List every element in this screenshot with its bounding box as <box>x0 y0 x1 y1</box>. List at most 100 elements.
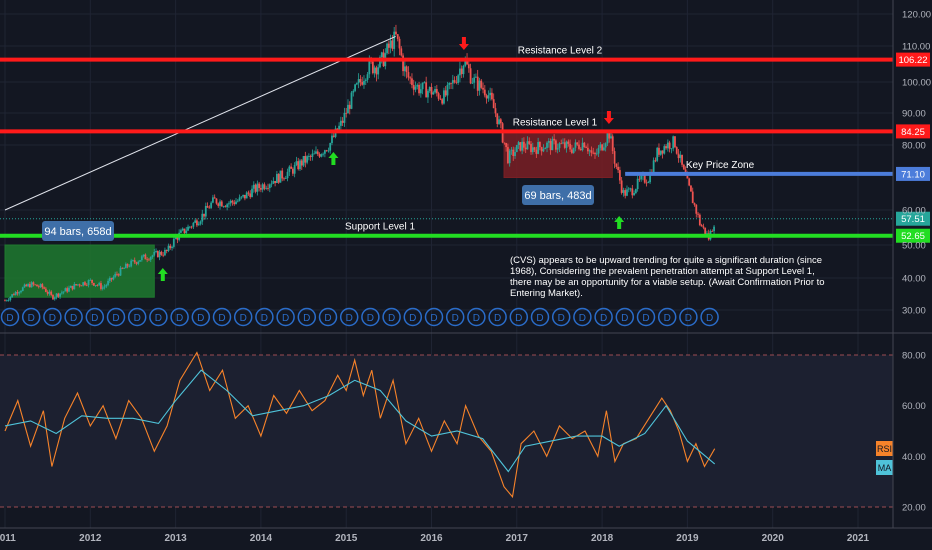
candle-body <box>293 164 296 174</box>
candle-body <box>350 92 353 109</box>
dividend-marker-icon[interactable] <box>43 307 62 327</box>
candle-body <box>491 92 493 100</box>
dividend-marker-icon[interactable] <box>64 307 83 327</box>
dividend-marker-icon[interactable] <box>127 307 147 327</box>
candle-body <box>451 80 454 84</box>
candle-body <box>576 142 579 145</box>
candle-body <box>565 141 568 148</box>
candle-body <box>343 112 346 123</box>
dividend-marker-icon[interactable] <box>233 307 253 327</box>
dividend-marker-label: D <box>240 313 247 324</box>
down-arrow-icon <box>603 111 614 124</box>
price-tag-text: 84.25 <box>901 127 925 138</box>
candle-body <box>268 184 271 189</box>
candle-body <box>46 291 49 294</box>
candle-body <box>624 190 627 196</box>
dividend-marker-icon[interactable] <box>106 307 126 327</box>
candle-body <box>563 142 566 148</box>
dividend-marker-icon[interactable] <box>424 307 444 327</box>
dividend-marker-icon[interactable] <box>657 307 677 327</box>
candle-body <box>507 147 509 164</box>
dividend-marker-icon[interactable] <box>85 307 105 327</box>
candle-body <box>626 189 628 196</box>
candle-body <box>9 296 12 300</box>
candle-body <box>615 163 618 167</box>
candle-body <box>590 150 593 153</box>
candle-body <box>414 86 417 90</box>
candle-body <box>535 149 538 154</box>
dividend-marker-icon[interactable] <box>0 307 20 327</box>
dividend-marker-icon[interactable] <box>445 307 465 327</box>
candle-body <box>585 147 588 148</box>
candle-body <box>75 284 77 286</box>
candle-body <box>391 40 394 49</box>
dividend-marker-icon[interactable] <box>530 307 550 327</box>
dividend-marker-icon[interactable] <box>170 307 189 327</box>
y-tick-label: 120.00 <box>902 10 931 21</box>
y-tick-label: 90.00 <box>902 109 926 120</box>
dividend-marker-icon[interactable] <box>276 307 295 327</box>
candle-body <box>66 288 69 292</box>
candle-body <box>98 283 101 286</box>
dividend-marker-icon[interactable] <box>488 307 507 327</box>
candle-body <box>654 160 657 162</box>
dividend-marker-icon[interactable] <box>361 307 380 327</box>
candle-body <box>34 284 37 286</box>
dividend-marker-icon[interactable] <box>551 307 571 327</box>
candle-body <box>261 184 264 190</box>
dividend-marker-label: D <box>155 313 162 324</box>
candle-body <box>302 155 305 166</box>
candle-body <box>508 150 511 164</box>
dividend-marker-icon[interactable] <box>509 307 529 327</box>
candle-body <box>602 147 605 151</box>
dividend-marker-icon[interactable] <box>403 307 423 327</box>
candle-body <box>649 172 651 183</box>
dividend-marker-icon[interactable] <box>255 307 274 327</box>
dividend-marker-icon[interactable] <box>679 307 698 327</box>
dividend-marker-icon[interactable] <box>212 307 232 327</box>
candle-body <box>158 251 161 258</box>
dividend-marker-icon[interactable] <box>382 307 401 327</box>
dividend-marker-icon[interactable] <box>615 307 635 327</box>
rsi-band-fill <box>0 355 893 507</box>
candle-body <box>389 40 392 48</box>
candle-body <box>288 166 291 172</box>
dividend-marker-label: D <box>91 313 98 324</box>
candle-body <box>482 87 484 90</box>
candle-body <box>306 156 309 163</box>
candle-body <box>505 142 508 148</box>
candle-body <box>467 64 470 69</box>
rsi-series-line <box>4 369 716 473</box>
candle-body <box>164 249 166 256</box>
dividend-marker-icon[interactable] <box>318 307 338 327</box>
dividend-marker-icon[interactable] <box>149 307 168 327</box>
candle-body <box>681 154 683 165</box>
candle-body <box>192 222 195 227</box>
candle-body <box>661 150 664 154</box>
dividend-marker-icon[interactable] <box>636 307 656 327</box>
dividend-marker-icon[interactable] <box>700 307 719 327</box>
x-tick-label: 2011 <box>0 533 16 544</box>
dividend-marker-icon[interactable] <box>594 307 613 327</box>
candle-body <box>672 136 675 149</box>
dividend-marker-icon[interactable] <box>339 307 359 327</box>
candle-body <box>419 89 422 94</box>
candle-body <box>700 224 703 227</box>
candle-body <box>530 143 532 153</box>
candle-body <box>27 284 30 287</box>
candle-body <box>311 153 314 157</box>
candle-body <box>620 180 623 193</box>
dividend-marker-icon[interactable] <box>297 307 317 327</box>
dividend-marker-icon[interactable] <box>21 307 41 327</box>
dividend-marker-icon[interactable] <box>573 307 592 327</box>
range-label: 69 bars, 483d <box>524 190 591 202</box>
candle-body <box>226 204 229 208</box>
candle-body <box>258 183 261 188</box>
candle-body <box>203 213 205 217</box>
candle-body <box>270 183 273 185</box>
dividend-marker-icon[interactable] <box>191 307 211 327</box>
candle-body <box>307 156 310 157</box>
dividend-marker-icon[interactable] <box>467 307 486 327</box>
